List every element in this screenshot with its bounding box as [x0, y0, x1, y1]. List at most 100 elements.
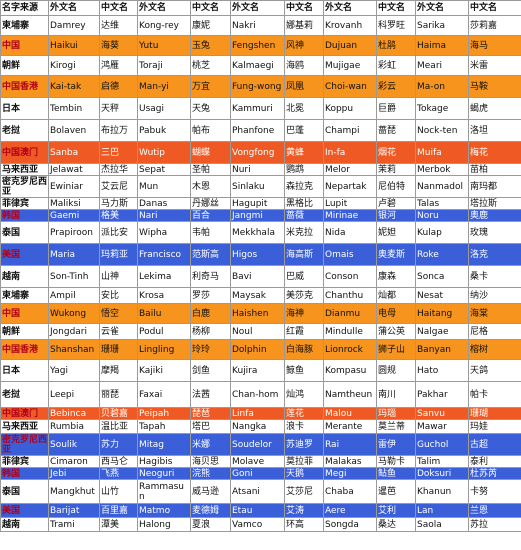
foreign-name-cell: Ewiniar [48, 175, 100, 198]
chinese-name-cell: 烟花 [376, 141, 416, 164]
chinese-name-cell: 尼格 [468, 323, 521, 340]
chinese-name-cell: 杰拉华 [99, 163, 138, 176]
foreign-name-cell: Usagi [137, 97, 191, 120]
foreign-name-cell: Haishen [230, 303, 285, 324]
chinese-name-cell: 电母 [376, 303, 416, 324]
chinese-name-cell: 彩虹 [376, 55, 416, 76]
foreign-name-cell: Sepat [137, 163, 191, 176]
chinese-name-cell: 北冕 [284, 97, 324, 120]
chinese-name-cell: 法茜 [190, 381, 231, 408]
chinese-name-cell: 茉莉 [376, 163, 416, 176]
chinese-name-cell: 巴蓬 [284, 119, 324, 142]
foreign-name-cell: Kujira [230, 359, 285, 382]
chinese-name-cell: 启德 [99, 75, 138, 98]
header-chinese-name: 中文名 [284, 0, 324, 16]
foreign-name-cell: Ampil [48, 287, 100, 304]
chinese-name-cell: 百里嘉 [99, 503, 138, 518]
chinese-name-cell: 梅花 [468, 141, 521, 164]
foreign-name-cell: Shanshan [48, 339, 100, 360]
foreign-name-cell: Haima [415, 35, 469, 56]
chinese-name-cell: 红霞 [284, 323, 324, 340]
foreign-name-cell: Aere [323, 503, 377, 518]
chinese-name-cell: 温比亚 [99, 419, 138, 434]
chinese-name-cell: 山竹 [99, 479, 138, 504]
chinese-name-cell: 巴威 [284, 265, 324, 288]
chinese-name-cell: 剑鱼 [190, 359, 231, 382]
chinese-name-cell: 彩云 [376, 75, 416, 98]
chinese-name-cell: 蔷薇 [284, 209, 324, 222]
foreign-name-cell: Melor [323, 163, 377, 176]
table-row: 韩国 Gaemi 格美 Nari 百合 Jangmi 蔷薇 Mirinae 银河 Noru 奥鹿 [0, 209, 521, 222]
chinese-name-cell: 苏迪罗 [284, 433, 324, 456]
chinese-name-cell: 白海豚 [284, 339, 324, 360]
foreign-name-cell: Sinlaku [230, 175, 285, 198]
foreign-name-cell: Kirogi [48, 55, 100, 76]
table-row: 日本 Tembin 天秤 Usagi 天兔 Kammuri 北冕 Koppu 巨爵 Tokage 蝎… [0, 97, 521, 120]
chinese-name-cell: 派比安 [99, 221, 138, 244]
chinese-name-cell: 山神 [99, 265, 138, 288]
chinese-name-cell: 莫兰蒂 [376, 419, 416, 434]
chinese-name-cell: 海棠 [468, 303, 521, 324]
chinese-name-cell: 鲇鱼 [376, 467, 416, 480]
foreign-name-cell: Maysak [230, 287, 285, 304]
chinese-name-cell: 三巴 [99, 141, 138, 164]
chinese-name-cell: 莎莉嘉 [468, 15, 521, 36]
chinese-name-cell: 玫瑰 [468, 221, 521, 244]
chinese-name-cell: 卢碧 [376, 197, 416, 210]
name-source-cell: 朝鲜 [0, 55, 49, 76]
chinese-name-cell: 灿鸿 [284, 381, 324, 408]
chinese-name-cell: 蝴蝶 [190, 141, 231, 164]
chinese-name-cell: 狮子山 [376, 339, 416, 360]
header-chinese-name: 中文名 [190, 0, 231, 16]
foreign-name-cell: Bebinca [48, 407, 100, 420]
chinese-name-cell: 白鹿 [190, 303, 231, 324]
chinese-name-cell: 桑卡 [468, 265, 521, 288]
foreign-name-cell: Rumbia [48, 419, 100, 434]
foreign-name-cell: Gaemi [48, 209, 100, 222]
chinese-name-cell: 塔巴 [190, 419, 231, 434]
chinese-name-cell: 妮妲 [376, 221, 416, 244]
chinese-name-cell: 科罗旺 [376, 15, 416, 36]
name-source-cell: 韩国 [0, 467, 49, 480]
foreign-name-cell: Conson [323, 265, 377, 288]
chinese-name-cell: 巨爵 [376, 97, 416, 120]
chinese-name-cell: 苗柏 [468, 163, 521, 176]
foreign-name-cell: Nangka [230, 419, 285, 434]
foreign-name-cell: Haitang [415, 303, 469, 324]
chinese-name-cell: 洛坦 [468, 119, 521, 142]
table-row: 菲律宾 Cimaron 西马仑 Hagibis 海贝思 Molave 莫拉菲 Malakas 马… [0, 455, 521, 468]
table-row: 越南 Son-Tinh 山神 Lekima 利奇马 Bavi 巴威 Conson 康森 Sonca… [0, 265, 521, 288]
chinese-name-cell: 鹦鹉 [284, 163, 324, 176]
chinese-name-cell: 风神 [284, 35, 324, 56]
chinese-name-cell: 利奇马 [190, 265, 231, 288]
chinese-name-cell: 艾云尼 [99, 175, 138, 198]
name-source-cell: 朝鲜 [0, 323, 49, 340]
table-row: 柬埔寨 Damrey 达维 Kong-rey 康妮 Nakri 娜基莉 Krovanh 科罗旺 S… [0, 15, 521, 36]
foreign-name-cell: Nepartak [323, 175, 377, 198]
foreign-name-cell: Sanba [48, 141, 100, 164]
chinese-name-cell: 天兔 [190, 97, 231, 120]
chinese-name-cell: 海鸥 [284, 55, 324, 76]
chinese-name-cell: 艾涛 [284, 503, 324, 518]
table-row: 中国澳门 Bebinca 贝碧嘉 Peipah 琵琶 Linfa 莲花 Malou 玛瑙 Sanv… [0, 407, 521, 420]
name-source-cell: 泰国 [0, 221, 49, 244]
foreign-name-cell: Sanvu [415, 407, 469, 420]
foreign-name-cell: Malou [323, 407, 377, 420]
foreign-name-cell: Maria [48, 243, 100, 266]
foreign-name-cell: Dolphin [230, 339, 285, 360]
foreign-name-cell: Mekkhala [230, 221, 285, 244]
chinese-name-cell: 艾莎尼 [284, 479, 324, 504]
chinese-name-cell: 百合 [190, 209, 231, 222]
chinese-name-cell: 丹娜丝 [190, 197, 231, 210]
chinese-name-cell: 米娜 [190, 433, 231, 456]
foreign-name-cell: Kong-rey [137, 15, 191, 36]
chinese-name-cell: 夏浪 [190, 517, 231, 532]
chinese-name-cell: 塔拉斯 [468, 197, 521, 210]
table-row: 朝鲜 Kirogi 鸿雁 Toraji 桃芝 Kalmaegi 海鸥 Mujigae 彩虹 Mea… [0, 55, 521, 76]
header-foreign-name: 外文名 [415, 0, 469, 16]
foreign-name-cell: Mujigae [323, 55, 377, 76]
foreign-name-cell: Meari [415, 55, 469, 76]
foreign-name-cell: Goni [230, 467, 285, 480]
foreign-name-cell: Merante [323, 419, 377, 434]
foreign-name-cell: Nanmadol [415, 175, 469, 198]
